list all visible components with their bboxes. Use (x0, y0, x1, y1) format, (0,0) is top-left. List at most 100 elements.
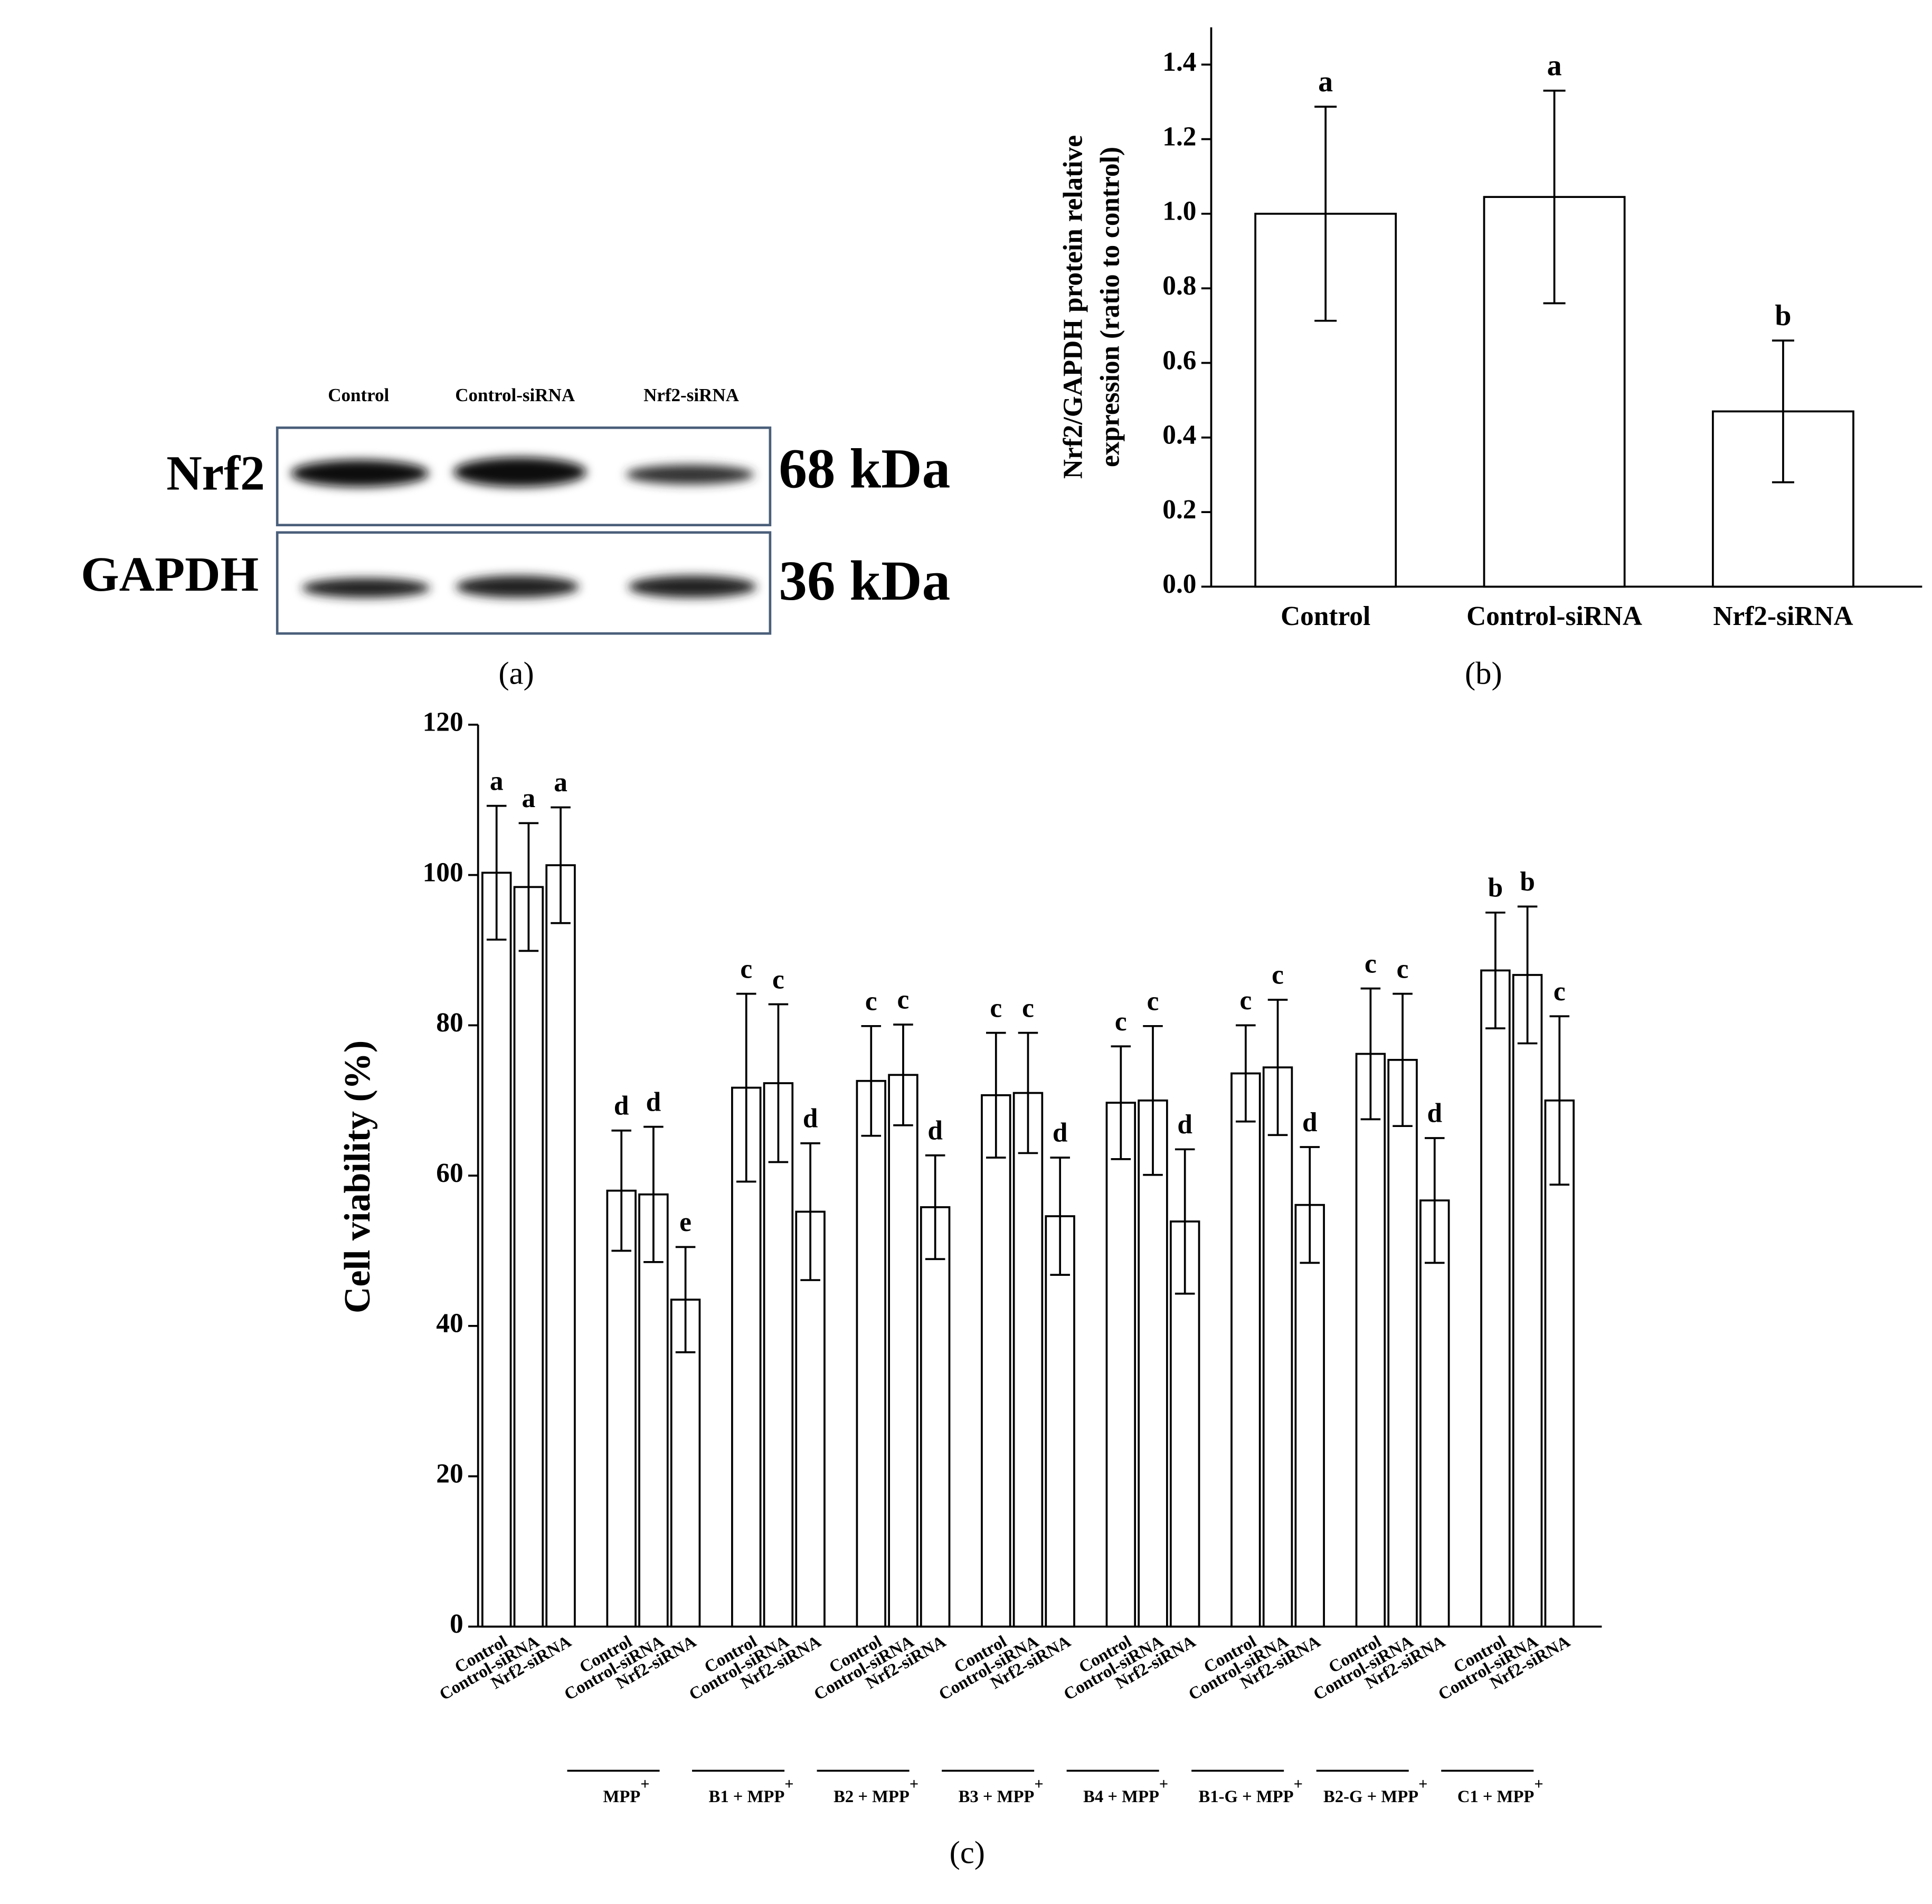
caption: (b) (1465, 656, 1502, 691)
bar (763, 1082, 794, 1628)
significance-letter: d (1177, 1110, 1192, 1140)
size-label: 36 kDa (779, 550, 950, 612)
size-label: 68 kDa (779, 438, 950, 500)
group-label-superscript: + (784, 1775, 793, 1793)
y-tick-label: 80 (436, 1008, 463, 1038)
group-label: B4 + MPP+ (1083, 1775, 1168, 1806)
y-tick-label: 0 (450, 1609, 463, 1639)
bar (1045, 1215, 1075, 1628)
significance-letter: a (490, 766, 504, 796)
significance-letter: b (1520, 867, 1535, 897)
error-bar (1050, 1157, 1070, 1276)
bar (1138, 1099, 1168, 1628)
bar (1355, 1053, 1386, 1628)
y-tick-label: 1.0 (1162, 196, 1196, 226)
significance-letter: d (614, 1091, 629, 1121)
significance-letter: c (1365, 949, 1377, 979)
error-bar (518, 822, 539, 952)
significance-letter: a (1318, 65, 1333, 98)
band (456, 575, 580, 598)
bar (1230, 1072, 1261, 1628)
row-label: GAPDH (81, 547, 259, 602)
error-bar (1517, 905, 1538, 1045)
bar (856, 1079, 886, 1628)
error-bar (800, 1142, 820, 1281)
error-bar (675, 1246, 696, 1353)
significance-letter: c (1272, 960, 1284, 990)
y-tick-label: 0.0 (1162, 569, 1196, 599)
significance-letter: d (646, 1087, 661, 1117)
bar (1262, 1066, 1293, 1628)
group-label: B1-G + MPP+ (1199, 1775, 1303, 1806)
significance-letter: d (1053, 1118, 1068, 1148)
y-tick-label: 60 (436, 1158, 463, 1188)
bar (1387, 1059, 1418, 1628)
bar (1480, 969, 1511, 1628)
band (626, 465, 754, 485)
error-bar (1314, 106, 1337, 322)
western-blot: Control Control-siRNA Nrf2-siRNA Nrf2 GA… (81, 385, 950, 691)
significance-letter: c (865, 987, 877, 1017)
error-bar (768, 1003, 789, 1163)
bar (1544, 1099, 1575, 1628)
group-label-superscript: + (1159, 1775, 1168, 1793)
bar (1419, 1199, 1450, 1628)
error-bar (1267, 999, 1288, 1136)
bar (1012, 1092, 1044, 1628)
y-tick-label: 0.8 (1162, 271, 1196, 301)
significance-letter: c (1115, 1007, 1127, 1037)
x-tick-label: Control (1281, 601, 1370, 631)
error-bar (1360, 987, 1381, 1121)
group-label: B2-G + MPP+ (1323, 1775, 1427, 1806)
significance-letter: c (1554, 977, 1566, 1007)
significance-letter: c (1239, 986, 1252, 1016)
bar (1512, 974, 1543, 1628)
bar (513, 886, 544, 1628)
bar (1105, 1102, 1137, 1628)
error-bar (1300, 1146, 1320, 1264)
group-label: MPP+ (603, 1775, 650, 1806)
y-tick-label: 40 (436, 1309, 463, 1339)
group-label-text: MPP (603, 1787, 641, 1806)
group-label: C1 + MPP+ (1457, 1775, 1543, 1806)
bar (638, 1193, 669, 1628)
significance-letter: c (772, 964, 784, 994)
band (453, 457, 587, 487)
significance-letter: d (927, 1115, 943, 1145)
y-tick-label: 100 (423, 857, 463, 887)
error-bar (1111, 1045, 1131, 1160)
error-bar (1485, 911, 1505, 1029)
error-bar (1393, 992, 1413, 1128)
group-label: B1 + MPP+ (709, 1775, 794, 1806)
lane-label: Control-siRNA (455, 385, 575, 405)
significance-letter: c (1022, 993, 1034, 1023)
error-bar (736, 992, 756, 1183)
row-label: Nrf2 (166, 446, 265, 500)
y-axis-label: Nrf2/GAPDH protein relative (1058, 135, 1088, 479)
band (290, 459, 429, 487)
significance-letter: c (1397, 954, 1409, 984)
x-tick-label: Nrf2-siRNA (1713, 601, 1853, 631)
significance-letter: a (1547, 50, 1562, 82)
group-label-superscript: + (1418, 1775, 1427, 1793)
error-bar (1143, 1025, 1163, 1176)
caption: (c) (950, 1835, 985, 1871)
group-label-superscript: + (1534, 1775, 1543, 1793)
lane-label: Control (328, 385, 389, 405)
bar (888, 1074, 918, 1628)
error-bar (893, 1024, 913, 1126)
group-label: B2 + MPP+ (834, 1775, 918, 1806)
group-label-text: B4 + MPP (1083, 1787, 1159, 1806)
bar (920, 1206, 951, 1628)
significance-letter: e (679, 1207, 692, 1237)
error-bar (643, 1125, 664, 1263)
band (628, 575, 757, 598)
bar (981, 1094, 1011, 1628)
error-bar (986, 1031, 1006, 1159)
y-axis-label: Cell viability (%) (337, 1040, 378, 1313)
error-bar (486, 804, 507, 941)
error-bar (1549, 1015, 1570, 1186)
significance-letter: a (522, 783, 536, 813)
y-tick-label: 1.2 (1162, 121, 1196, 151)
